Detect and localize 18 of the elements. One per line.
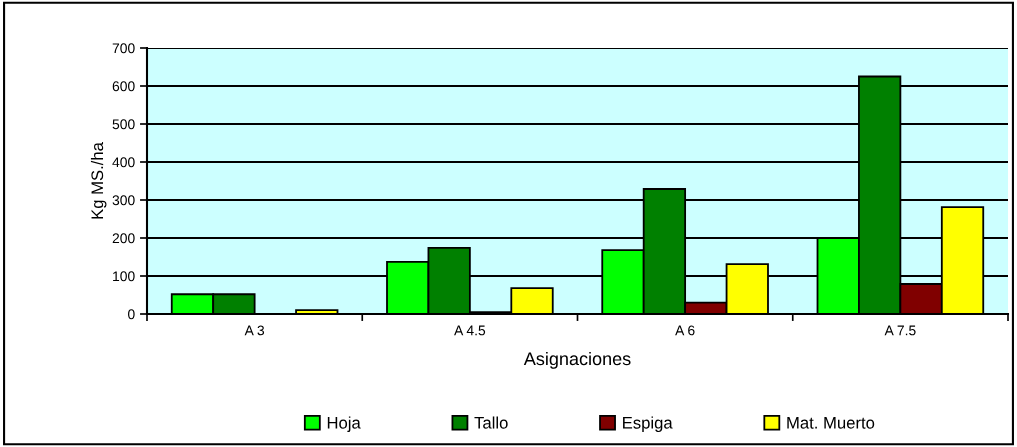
legend-label: Mat. Muerto	[787, 417, 875, 429]
legend-label: Hoja	[327, 416, 361, 432]
y-tick-label: 200	[112, 233, 135, 244]
y-tick-label: 100	[113, 271, 135, 282]
legend-label: Tallo	[474, 416, 508, 429]
x-tick-label: A 3	[244, 325, 265, 336]
y-tick-label: 300	[112, 195, 135, 206]
y-tick-label: 400	[112, 157, 135, 168]
y-tick-label: 700	[112, 43, 135, 54]
x-tick-label: A 4.5	[454, 325, 486, 336]
y-axis-title: Kg MS./ha	[90, 142, 107, 219]
y-tick-label: 500	[112, 119, 135, 130]
legend-label: Espiga	[623, 416, 673, 432]
x-tick-label: A 7.5	[884, 325, 916, 336]
y-tick-label: 0	[128, 309, 135, 320]
y-tick-label: 600	[112, 81, 135, 92]
x-tick-label: A 6	[675, 325, 695, 336]
x-axis-title: Asignaciones	[523, 351, 631, 369]
